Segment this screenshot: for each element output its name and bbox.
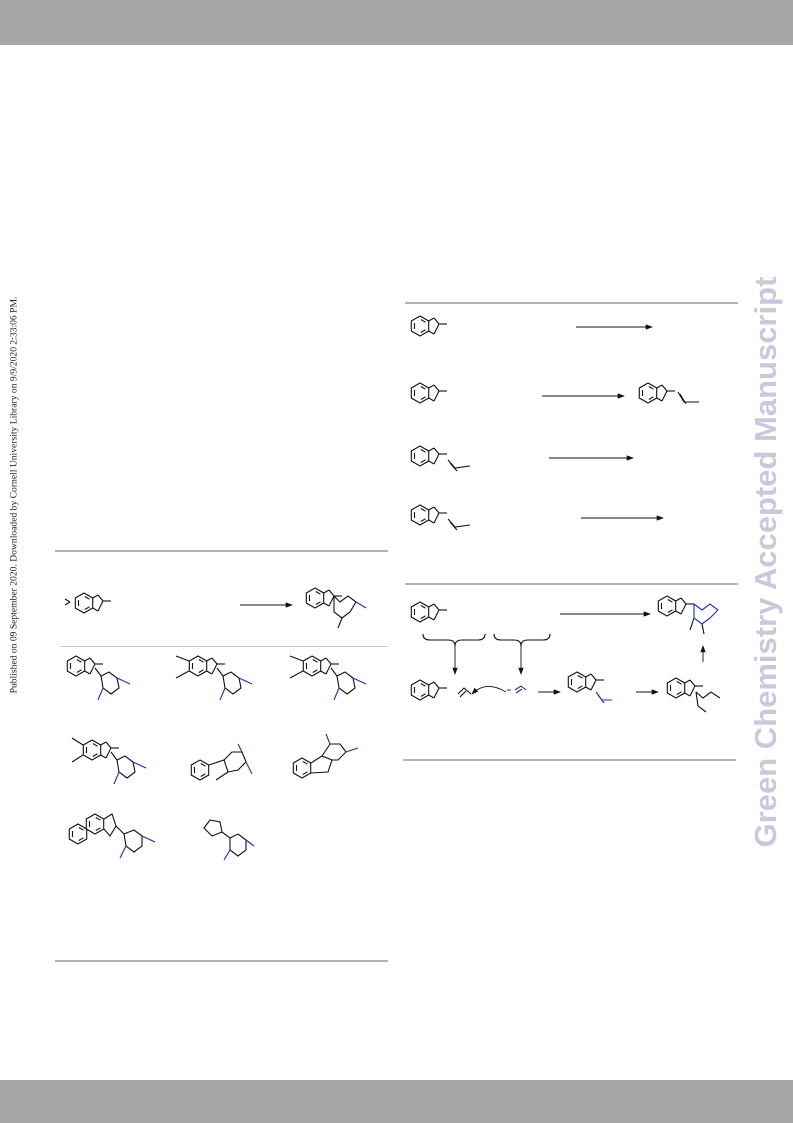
mechanism-bottom <box>411 645 721 713</box>
scheme-right-mid-rule <box>405 583 738 585</box>
scheme-right-row-1 <box>411 316 653 336</box>
scope-product-5 <box>190 743 253 781</box>
mechanism-top <box>411 596 719 635</box>
scheme-left-mid-rule <box>60 646 388 647</box>
scheme-right-bottom-rule <box>403 759 736 761</box>
scheme-right-row-3 <box>411 446 634 472</box>
scope-product-3 <box>289 656 367 701</box>
scope-general-reaction <box>64 588 367 629</box>
header-band <box>0 0 793 45</box>
mechanism-braces <box>422 633 551 675</box>
scope-product-8 <box>203 819 255 861</box>
scope-product-4 <box>71 737 147 785</box>
scheme-right-top-rule <box>405 302 738 304</box>
footer-band <box>0 1080 793 1123</box>
scope-product-1 <box>67 656 131 701</box>
scheme-left-bottom-rule <box>55 960 388 962</box>
scheme-left-top-rule <box>55 550 388 552</box>
scheme-right-row-4 <box>411 505 664 531</box>
scope-product-6 <box>292 733 359 779</box>
scope-product-7 <box>68 813 156 859</box>
scope-product-2 <box>175 656 253 701</box>
scheme-right-row-2 <box>411 383 699 405</box>
